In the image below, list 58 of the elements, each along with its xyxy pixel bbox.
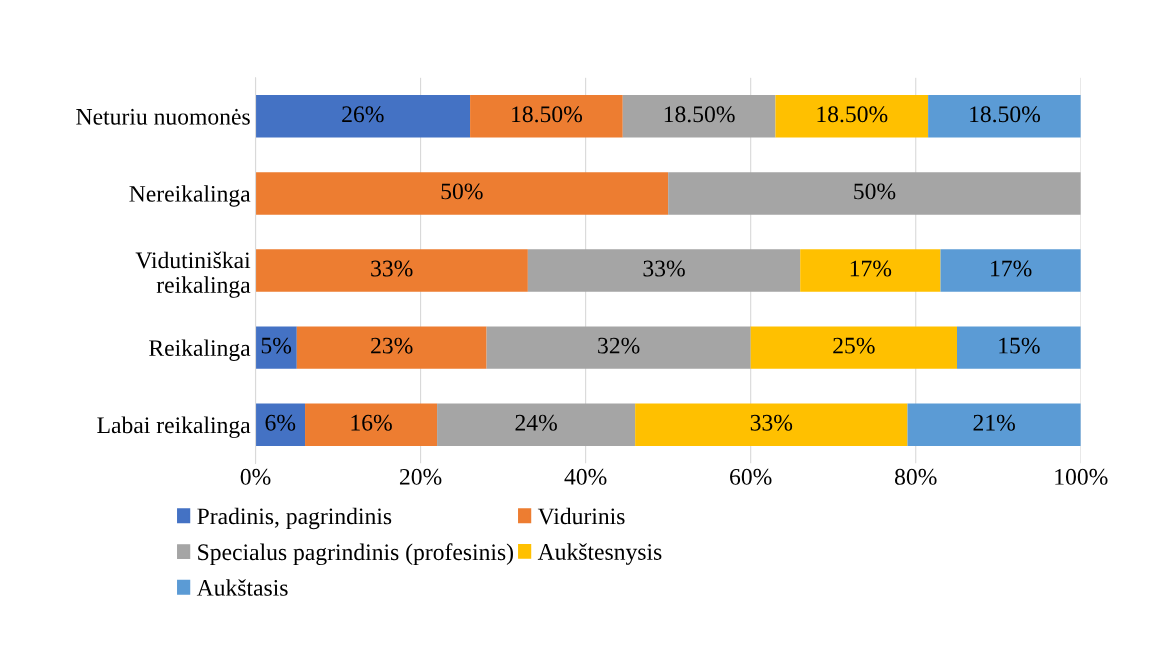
bar [957, 326, 1081, 369]
legend-label: Vidurinis [537, 507, 625, 525]
bar [255, 95, 471, 138]
data-label: 16% [351, 414, 392, 431]
data-label: 33% [643, 260, 685, 277]
bar [750, 326, 957, 369]
bar [668, 172, 1081, 215]
y-tick-label: Vidutiniškai reikalinga [135, 251, 251, 298]
data-label: 33% [750, 414, 793, 431]
data-label: 23% [371, 337, 413, 354]
bar [470, 95, 623, 138]
bar [635, 403, 908, 446]
x-tick-label: 0% [240, 468, 271, 485]
data-label: 33% [371, 260, 413, 277]
data-label: 50% [441, 183, 483, 200]
bar [255, 249, 528, 292]
y-tick-label: Nereikalinga [129, 185, 251, 207]
data-label: 18.50% [664, 106, 735, 123]
data-label: 6% [265, 414, 296, 431]
data-label: 17% [850, 260, 892, 277]
legend-label: Specialus pagrindinis (profesinis) [198, 543, 513, 566]
bar [296, 326, 487, 369]
bar [255, 172, 669, 215]
x-tick-label: 100% [1055, 468, 1108, 485]
data-label: 25% [833, 337, 875, 354]
bar [622, 95, 776, 138]
legend-label: Aukštasis [196, 579, 288, 596]
bar [775, 95, 929, 138]
bar [305, 403, 438, 446]
bar [486, 326, 751, 369]
data-label: 17% [991, 260, 1032, 277]
data-label: 50% [854, 183, 896, 200]
bar [255, 403, 306, 446]
data-label: 24% [515, 414, 557, 431]
x-tick-label: 60% [730, 468, 772, 485]
legend-label: Pradinis, pagrindinis [197, 507, 392, 530]
x-tick-label: 20% [399, 468, 442, 485]
bar [527, 249, 801, 292]
data-label: 26% [342, 106, 384, 123]
bar [800, 249, 941, 292]
bar [907, 403, 1081, 446]
bar [255, 326, 297, 369]
bar [928, 95, 1081, 138]
x-tick-label: 40% [564, 468, 607, 485]
y-tick-label: Reikalinga [149, 339, 251, 361]
legend-label: Aukštesnysis [537, 543, 662, 565]
data-label: 18.50% [970, 106, 1041, 123]
bar [437, 403, 636, 446]
data-label: 18.50% [817, 106, 888, 123]
data-label: 15% [999, 337, 1040, 354]
data-label: 18.50% [512, 106, 583, 123]
x-tick-label: 80% [895, 468, 937, 485]
y-tick-label: Neturiu nuomonės [76, 108, 250, 125]
bar [940, 249, 1081, 292]
data-label: 5% [261, 337, 292, 354]
y-tick-label: Labai reikalinga [97, 416, 251, 439]
data-label: 21% [973, 414, 1015, 431]
data-label: 32% [598, 337, 640, 354]
